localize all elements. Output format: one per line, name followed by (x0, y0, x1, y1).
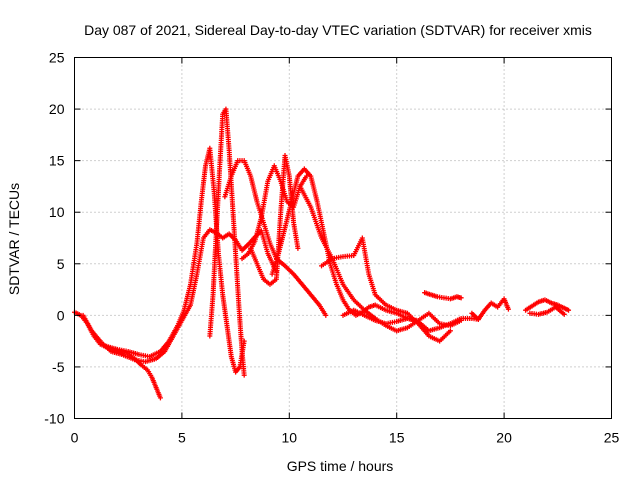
y-tick-label: 10 (49, 204, 65, 220)
series-arc-l (422, 290, 464, 302)
x-tick-label: 15 (389, 430, 405, 446)
axis-ticks: 0 5 10 15 20 25 -10 -5 0 5 10 15 20 25 (44, 50, 619, 446)
data-point (505, 306, 511, 312)
x-axis-label: GPS time / hours (287, 458, 394, 474)
data-point (447, 328, 453, 334)
plot-frame (74, 57, 612, 419)
y-tick-label: 0 (57, 307, 65, 323)
x-tick-label: 0 (71, 430, 79, 446)
series-arc-d (207, 106, 247, 378)
y-tick-label: 5 (57, 256, 65, 272)
data-point (295, 245, 301, 251)
grid-lines (74, 57, 612, 419)
series-arc-c (104, 145, 247, 375)
series-arc-h (269, 166, 421, 324)
y-axis-label: SDTVAR / TECUs (6, 183, 22, 295)
x-tick-label: 10 (282, 430, 298, 446)
series-arc-n (523, 297, 572, 313)
data-point (157, 395, 163, 401)
y-tick-label: -5 (52, 359, 65, 375)
chart-title: Day 087 of 2021, Sidereal Day-to-day VTE… (84, 22, 592, 38)
series-arc-e (222, 158, 329, 318)
data-point (566, 307, 572, 313)
data-point (458, 295, 464, 301)
series-arc-k (340, 307, 481, 334)
y-tick-label: 15 (49, 153, 65, 169)
series-arc-m (469, 296, 511, 322)
x-tick-label: 20 (496, 430, 512, 446)
x-tick-label: 25 (604, 430, 620, 446)
y-tick-label: 25 (49, 50, 65, 66)
y-tick-label: 20 (49, 101, 65, 117)
x-tick-label: 5 (178, 430, 186, 446)
series-arc-o (527, 304, 567, 317)
y-tick-label: -10 (44, 411, 64, 427)
data-markers (72, 106, 572, 401)
data-point (323, 312, 329, 318)
data-point (303, 173, 309, 179)
data-point (241, 372, 247, 378)
data-point (561, 311, 567, 317)
